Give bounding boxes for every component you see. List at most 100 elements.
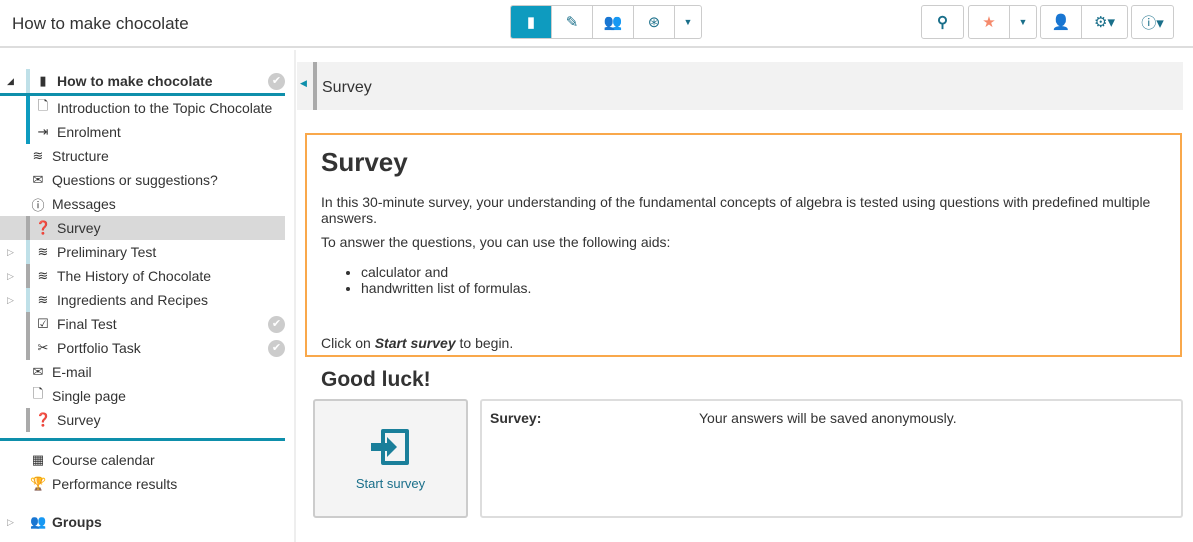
text: Click on [321, 335, 375, 351]
search-button[interactable]: ⚲ [922, 6, 963, 38]
text-emphasis: Start survey [374, 335, 456, 351]
collapsed-triangle-icon[interactable]: ▷ [7, 294, 14, 305]
menu-item-messages[interactable]: ⓘ Messages [0, 192, 285, 216]
layers-icon: ≋ [32, 148, 44, 163]
calendar-icon: ▦ [31, 452, 45, 467]
envelope-icon: ✉ [32, 172, 44, 187]
menu-item-label: Groups [52, 514, 102, 530]
menu-item-performance-results[interactable]: 🏆 Performance results [0, 472, 285, 496]
menu-item-questions-or-suggestions[interactable]: ✉ Questions or suggestions? [0, 168, 285, 192]
question-bubble-icon: ❓ [35, 412, 52, 427]
user-globe-button[interactable]: 👤 [1041, 6, 1082, 38]
survey-description: Survey In this 30-minute survey, your un… [305, 133, 1182, 357]
survey-info-panel: Survey: Your answers will be saved anony… [480, 399, 1183, 518]
breadcrumb-title: Survey [322, 79, 372, 96]
users-icon: 👥 [603, 14, 623, 31]
click-instruction: Click on Start survey to begin. [321, 335, 513, 351]
book-icon: ▮ [526, 14, 536, 31]
course-title: How to make chocolate [12, 14, 189, 33]
level-bar [26, 216, 30, 240]
menu-item-survey[interactable]: ❓ Survey [0, 216, 285, 240]
level-bar [26, 264, 30, 288]
collapsed-triangle-icon[interactable]: ▷ [7, 516, 14, 527]
collapsed-triangle-icon[interactable]: ▷ [7, 246, 14, 257]
menu-item-label: Performance results [52, 476, 178, 492]
menu-item-the-history-of-chocolate[interactable]: ▷ ≋ The History of Chocolate [0, 264, 285, 288]
course-view-button[interactable]: ▮ [511, 6, 552, 38]
users-icon: 👥 [30, 514, 47, 529]
collapsed-triangle-icon[interactable]: ▷ [7, 270, 14, 281]
favorite-button[interactable]: ★ [969, 6, 1010, 38]
enter-icon [370, 429, 409, 465]
menu-item-label: Introduction to the Topic Chocolate [57, 100, 273, 116]
menu-item-single-page[interactable]: 🗋 Single page [0, 384, 285, 408]
menu-item-preliminary-test[interactable]: ▷ ≋ Preliminary Test [0, 240, 285, 264]
check-icon: ✔ [268, 72, 285, 90]
info-value: Your answers will be saved anonymously. [699, 410, 957, 426]
menu-item-label: Survey [57, 220, 101, 236]
divider [0, 93, 285, 96]
settings-button[interactable]: ⚙▾ [1082, 6, 1127, 38]
menu-item-label: Portfolio Task [57, 340, 141, 356]
menu-item-label: Questions or suggestions? [52, 172, 218, 188]
level-bar [313, 62, 317, 110]
search-toolbar: ⚲ [921, 5, 964, 39]
menu-item-label: The History of Chocolate [57, 268, 212, 284]
check-icon: ✔ [268, 315, 285, 333]
help-button[interactable]: ⓘ▾ [1132, 6, 1173, 38]
help-toolbar: ⓘ▾ [1131, 5, 1174, 39]
menu-item-label: Single page [52, 388, 126, 404]
menu-item-portfolio-task[interactable]: ✂ Portfolio Task ✔ [0, 336, 285, 360]
search-icon: ⚲ [937, 14, 948, 31]
breadcrumb-bar: ◀ Survey [297, 62, 1183, 110]
menu-item-groups[interactable]: ▷ 👥 Groups [0, 510, 285, 534]
page-title: Survey [321, 147, 408, 177]
help-icon: ⓘ▾ [1141, 14, 1164, 32]
favorite-more-button[interactable]: ▼ [1010, 6, 1036, 38]
divider [0, 438, 285, 441]
menu-root[interactable]: ◢ ▮ How to make chocolate ✔ [0, 69, 285, 93]
start-survey-button[interactable]: Start survey [313, 399, 468, 518]
menu-item-final-test[interactable]: ☑ Final Test ✔ [0, 312, 285, 336]
enrol-icon: ⇥ [37, 124, 49, 139]
level-bar [26, 96, 30, 120]
question-bubble-icon: ❓ [35, 220, 52, 235]
collapse-menu-icon[interactable]: ◀ [300, 78, 307, 88]
good-luck-heading: Good luck! [321, 368, 431, 391]
members-button[interactable]: 👥 [593, 6, 634, 38]
menu-item-enrolment[interactable]: ⇥ Enrolment [0, 120, 285, 144]
favorites-toolbar: ★ ▼ [968, 5, 1037, 39]
expanded-triangle-icon[interactable]: ◢ [7, 75, 14, 86]
menu-item-label: Final Test [57, 316, 117, 332]
menu-item-label: Preliminary Test [57, 244, 157, 260]
layers-icon: ≋ [37, 292, 49, 307]
menu-item-structure[interactable]: ≋ Structure [0, 144, 285, 168]
star-icon: ★ [982, 14, 996, 31]
menu-item-label: Enrolment [57, 124, 121, 140]
envelope-icon: ✉ [32, 364, 44, 379]
course-menu: ◢ ▮ How to make chocolate ✔ 🗋 Introductio… [0, 50, 296, 542]
menu-item-introduction-to-the-topic-chocolate[interactable]: 🗋 Introduction to the Topic Chocolate [0, 96, 285, 120]
page-icon: 🗋 [32, 386, 44, 401]
menu-item-ingredients-and-recipes[interactable]: ▷ ≋ Ingredients and Recipes [0, 288, 285, 312]
caret-down-icon: ▼ [683, 17, 693, 27]
level-bar [26, 336, 30, 360]
menu-item-label: E-mail [52, 364, 92, 380]
view-more-button[interactable]: ▼ [675, 6, 701, 38]
level-bar [26, 69, 30, 93]
menu-item-course-calendar[interactable]: ▦ Course calendar [0, 448, 285, 472]
aids-list: calculator and handwritten list of formu… [361, 264, 1166, 296]
checkbox-icon: ☑ [37, 316, 49, 331]
list-item: calculator and [361, 264, 1166, 280]
user-globe-icon: 👤 [1051, 14, 1071, 31]
level-bar [26, 120, 30, 144]
trophy-icon: 🏆 [30, 476, 47, 491]
assessment-button[interactable]: ⊛ [634, 6, 675, 38]
menu-item-survey[interactable]: ❓ Survey [0, 408, 285, 432]
text: to begin. [455, 335, 514, 351]
menu-item-e-mail[interactable]: ✉ E-mail [0, 360, 285, 384]
intro-text: In this 30-minute survey, your understan… [321, 194, 1151, 226]
edit-button[interactable]: ✎ [552, 6, 593, 38]
book-icon: ▮ [39, 73, 47, 88]
portfolio-icon: ✂ [37, 340, 49, 355]
